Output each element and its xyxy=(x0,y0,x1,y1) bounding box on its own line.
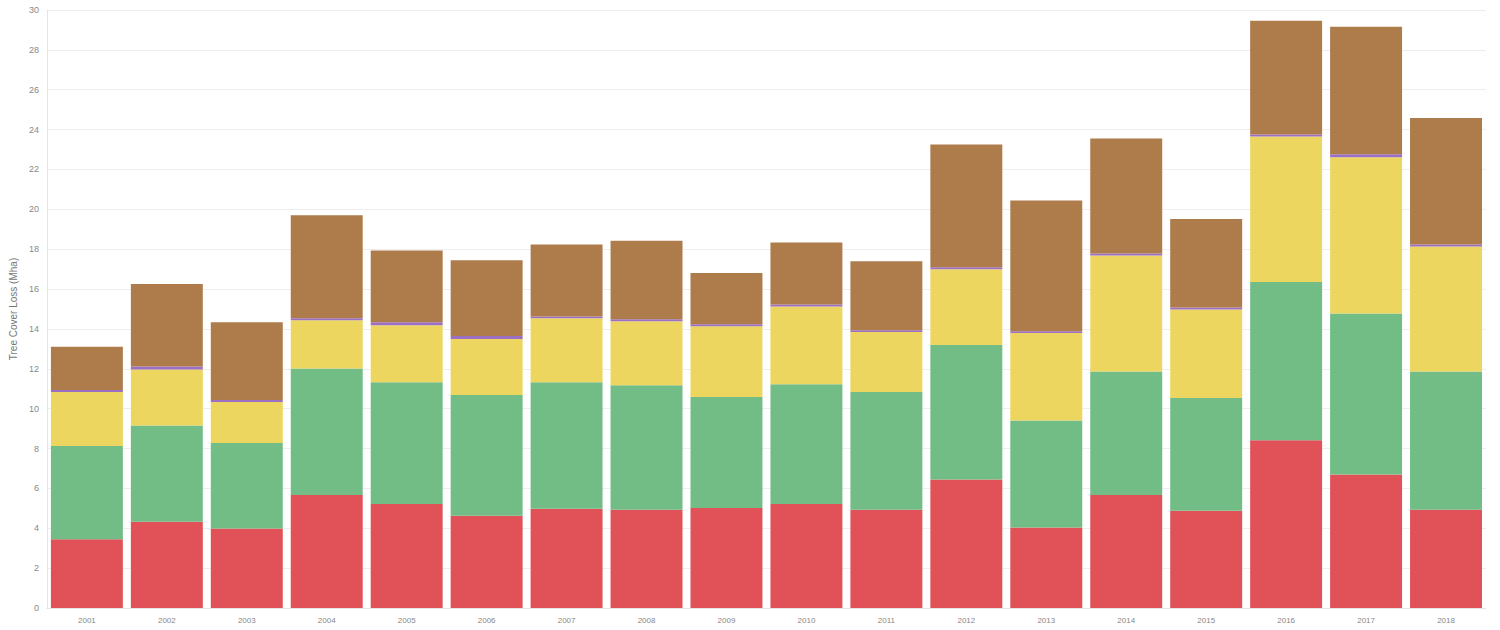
svg-text:26: 26 xyxy=(29,85,39,95)
svg-text:18: 18 xyxy=(29,244,39,254)
svg-text:0: 0 xyxy=(34,603,39,613)
svg-text:30: 30 xyxy=(29,5,39,15)
svg-text:2005: 2005 xyxy=(398,616,416,625)
svg-text:Tree Cover Loss (Mha): Tree Cover Loss (Mha) xyxy=(8,258,19,360)
svg-text:10: 10 xyxy=(29,404,39,414)
svg-text:14: 14 xyxy=(29,324,39,334)
svg-text:2017: 2017 xyxy=(1357,616,1375,625)
svg-text:16: 16 xyxy=(29,284,39,294)
svg-text:2008: 2008 xyxy=(638,616,656,625)
svg-text:2010: 2010 xyxy=(798,616,816,625)
svg-text:2011: 2011 xyxy=(878,616,896,625)
svg-text:2016: 2016 xyxy=(1277,616,1295,625)
svg-text:2015: 2015 xyxy=(1197,616,1215,625)
svg-text:12: 12 xyxy=(29,364,39,374)
svg-text:20: 20 xyxy=(29,204,39,214)
svg-text:2: 2 xyxy=(34,563,39,573)
svg-text:2014: 2014 xyxy=(1117,616,1135,625)
svg-text:2013: 2013 xyxy=(1037,616,1055,625)
svg-text:2002: 2002 xyxy=(158,616,176,625)
svg-text:24: 24 xyxy=(29,125,39,135)
svg-text:2018: 2018 xyxy=(1437,616,1455,625)
svg-text:2004: 2004 xyxy=(318,616,336,625)
svg-text:2001: 2001 xyxy=(78,616,96,625)
svg-text:4: 4 xyxy=(34,523,39,533)
svg-text:28: 28 xyxy=(29,45,39,55)
svg-text:2007: 2007 xyxy=(558,616,576,625)
svg-text:2003: 2003 xyxy=(238,616,256,625)
svg-text:2006: 2006 xyxy=(478,616,496,625)
svg-text:8: 8 xyxy=(34,444,39,454)
svg-text:22: 22 xyxy=(29,164,39,174)
svg-text:6: 6 xyxy=(34,483,39,493)
svg-text:2012: 2012 xyxy=(957,616,975,625)
svg-text:2009: 2009 xyxy=(718,616,736,625)
